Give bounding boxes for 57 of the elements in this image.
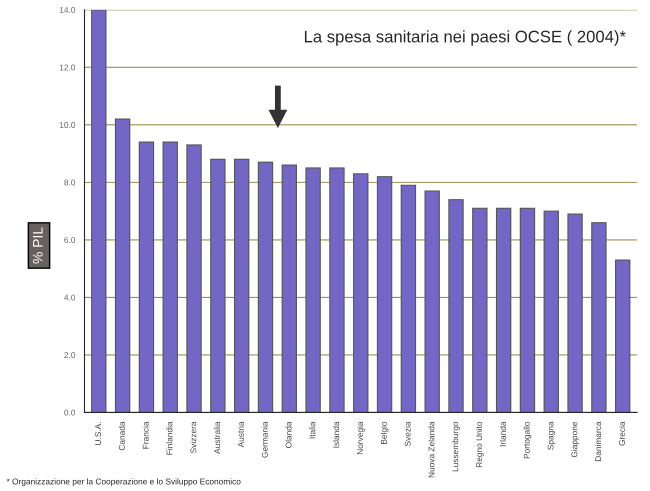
bar <box>615 259 630 412</box>
x-tick-label: Svizzera <box>190 421 196 454</box>
y-tick-label: 0.0 <box>64 410 76 416</box>
bar <box>591 222 607 412</box>
bar <box>520 208 536 412</box>
bar <box>376 176 392 412</box>
bar <box>424 190 440 412</box>
x-tick-label: Austria <box>238 421 244 448</box>
bar <box>234 158 250 412</box>
bar <box>210 158 226 412</box>
x-tick-label: Belgio <box>380 422 388 444</box>
bar <box>448 199 464 412</box>
bar <box>114 118 130 412</box>
bar <box>162 142 178 412</box>
y-tick-label: 12.0 <box>60 64 76 70</box>
bar <box>305 167 321 412</box>
bar <box>400 184 416 412</box>
x-tick-label: Lussemburgo <box>452 422 460 472</box>
bar <box>282 164 298 412</box>
x-tick-label: Danimarca <box>595 421 602 462</box>
bar <box>472 208 488 412</box>
x-tick-label: Australia <box>214 421 220 454</box>
y-tick-label: 6.0 <box>64 237 76 243</box>
x-tick-label: Grecia <box>618 421 625 446</box>
x-tick-label: Giappone <box>571 422 579 458</box>
x-tick-label: Svezia <box>404 421 411 446</box>
bar <box>496 208 512 412</box>
bar <box>138 142 154 412</box>
bar <box>186 144 202 412</box>
x-tick-label: Finlandia <box>166 421 172 455</box>
x-tick-label: Olanda <box>285 421 292 448</box>
bar <box>567 213 583 412</box>
x-tick-label: Canada <box>118 421 125 450</box>
x-tick-label: Regno Unito <box>476 422 484 468</box>
y-axis-title: % PIL <box>32 227 43 264</box>
x-tick-label: Irlanda <box>500 421 506 446</box>
y-tick-label: 2.0 <box>64 352 76 358</box>
bar <box>258 162 274 412</box>
x-tick-label: Italia <box>309 421 316 438</box>
bar <box>353 173 368 412</box>
x-tick-label: Nuova Zelanda <box>428 421 434 478</box>
text: La spesa sanitaria nei paesi OCSE ( 2004)* <box>304 30 626 46</box>
x-tick-label: Spagna <box>548 421 556 450</box>
x-tick-label: Norvegia <box>356 421 365 454</box>
y-tick-label: 4.0 <box>64 294 76 301</box>
x-tick-label: Francia <box>142 421 149 449</box>
x-tick-label: Islanda <box>333 421 340 448</box>
y-tick-label: 14.0 <box>60 7 76 13</box>
bar <box>329 167 345 412</box>
y-tick-label: 10.0 <box>60 122 76 128</box>
bar <box>544 210 559 412</box>
x-tick-label: Germania <box>262 421 268 458</box>
bar <box>91 10 106 412</box>
x-tick-label: U.S.A. <box>95 422 102 445</box>
text: * Organizzazione per la Cooperazione e lo Sviluppo Economico <box>6 478 241 486</box>
x-tick-label: Portogallo <box>524 422 532 458</box>
y-tick-label: 8.0 <box>64 180 76 186</box>
